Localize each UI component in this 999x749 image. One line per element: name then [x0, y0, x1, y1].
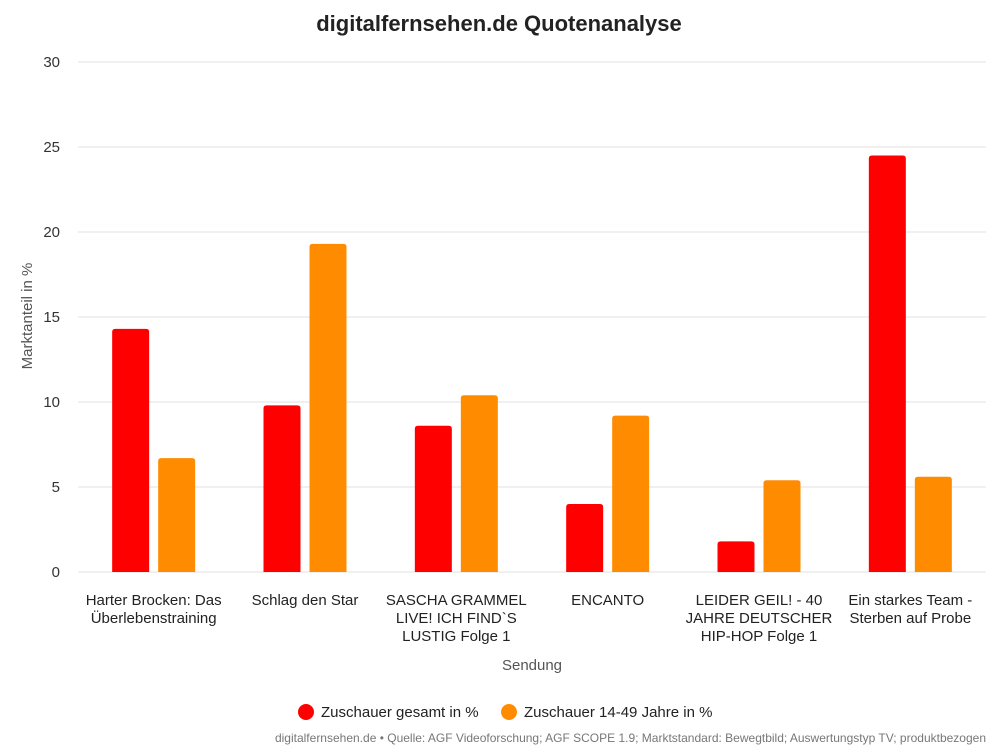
x-category-line: LEIDER GEIL! - 40 — [696, 592, 823, 609]
chart-title: digitalfernsehen.de Quotenanalyse — [316, 11, 682, 36]
x-axis-categories: Harter Brocken: Das Überlebenstraining Sch… — [86, 592, 973, 645]
x-axis-label: Sendung — [502, 657, 562, 674]
bar-14-49-2 — [460, 395, 498, 572]
bar-gesamt-3 — [566, 504, 604, 572]
x-category-line: Harter Brocken: Das — [86, 592, 222, 609]
bar-gesamt-1 — [263, 405, 301, 572]
bar-14-49-3 — [612, 415, 650, 572]
x-category-label: LEIDER GEIL! - 40 JAHRE DEUTSCHER HIP-HOP … — [686, 592, 833, 645]
x-category-line: Schlag den Star — [252, 592, 359, 609]
x-category-line: LIVE! ICH FIND`S — [396, 610, 517, 627]
bars — [112, 155, 952, 572]
x-category-line: Ein starkes Team - — [848, 592, 972, 609]
source-note: digitalfernsehen.de • Quelle: AGF Videof… — [275, 731, 986, 745]
x-category-label: Schlag den Star — [252, 592, 359, 609]
x-category-line: Sterben auf Probe — [849, 610, 971, 627]
bar-14-49-1 — [309, 243, 347, 572]
bar-14-49-5 — [914, 476, 952, 572]
legend: Zuschauer gesamt in % Zuschauer 14-49 Jah… — [298, 704, 712, 721]
legend-label: Zuschauer gesamt in % — [321, 704, 479, 721]
legend-label: Zuschauer 14-49 Jahre in % — [524, 704, 712, 721]
x-category-line: Überlebenstraining — [91, 609, 217, 627]
x-category-label: ENCANTO — [571, 592, 644, 609]
bar-14-49-0 — [158, 458, 196, 572]
x-category-line: LUSTIG Folge 1 — [402, 628, 510, 645]
x-category-label: Harter Brocken: Das Überlebenstraining — [86, 592, 222, 627]
y-tick-label: 5 — [52, 479, 60, 496]
x-category-line: ENCANTO — [571, 592, 644, 609]
legend-swatch — [298, 704, 314, 720]
x-category-label: Ein starkes Team -Sterben auf Probe — [848, 592, 972, 627]
y-tick-label: 25 — [43, 139, 60, 156]
y-tick-label: 0 — [52, 564, 60, 581]
x-category-label: SASCHA GRAMMEL LIVE! ICH FIND`S LUSTIG Fol… — [386, 592, 527, 645]
y-axis-ticks: 0 5 10 15 20 25 30 — [43, 54, 60, 581]
bar-gesamt-5 — [868, 155, 906, 572]
y-tick-label: 30 — [43, 54, 60, 71]
legend-swatch — [501, 704, 517, 720]
x-category-line: JAHRE DEUTSCHER — [686, 610, 833, 627]
x-category-line: HIP-HOP Folge 1 — [701, 628, 817, 645]
y-tick-label: 20 — [43, 224, 60, 241]
y-tick-label: 10 — [43, 394, 60, 411]
y-axis-label: Marktanteil in % — [19, 263, 36, 370]
gridlines — [78, 61, 986, 573]
bar-14-49-4 — [763, 480, 801, 572]
bar-gesamt-4 — [717, 541, 755, 572]
y-tick-label: 15 — [43, 309, 60, 326]
bar-gesamt-0 — [112, 328, 150, 572]
x-category-line: SASCHA GRAMMEL — [386, 592, 527, 609]
bar-gesamt-2 — [414, 425, 452, 572]
